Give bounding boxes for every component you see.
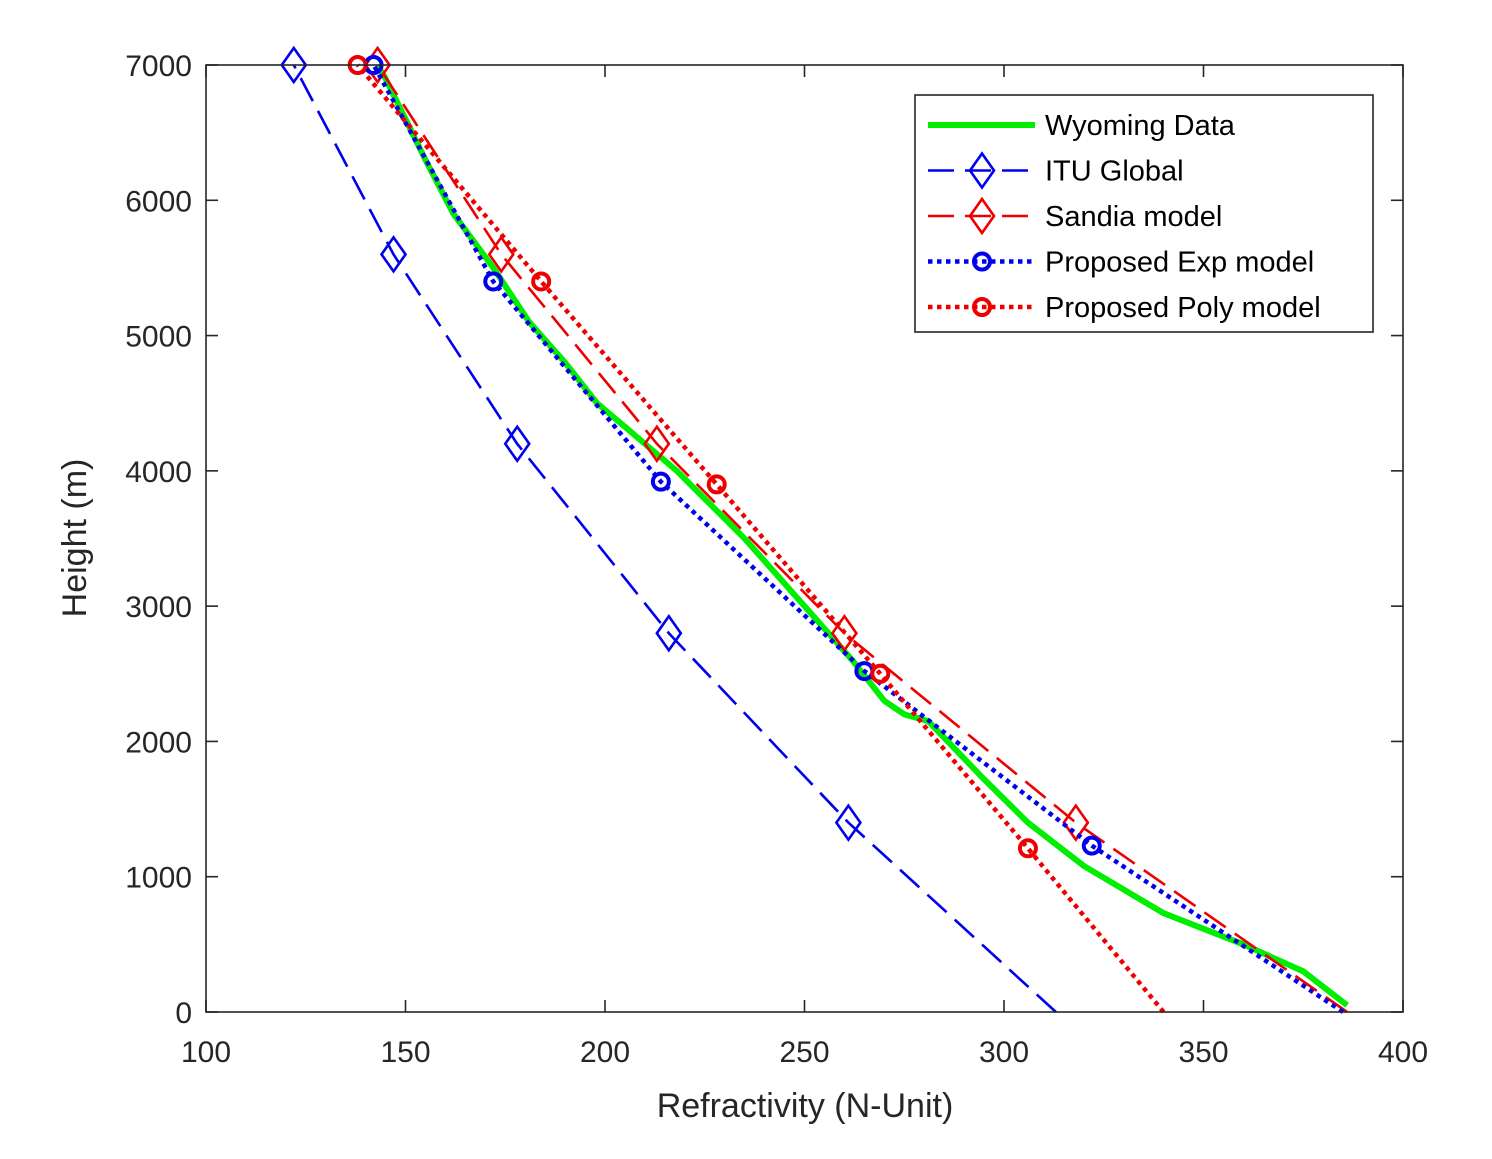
y-tick-label: 3000: [125, 591, 192, 624]
y-tick-label: 0: [175, 997, 192, 1030]
series-line-2: [292, 64, 1057, 1013]
x-tick-label: 200: [580, 1036, 630, 1069]
series-4-marker: [650, 471, 671, 492]
series-2-marker: [379, 235, 408, 274]
x-tick-label: 150: [380, 1036, 430, 1069]
x-axis-title: Refractivity (N-Unit): [657, 1087, 954, 1125]
y-tick-label: 2000: [125, 726, 192, 759]
x-tick-label: 100: [181, 1036, 231, 1069]
series-5-marker: [870, 663, 891, 684]
y-tick-label: 6000: [125, 185, 192, 218]
y-tick-label: 7000: [125, 50, 192, 83]
legend-marker-2: [968, 151, 996, 190]
series-3-marker: [1062, 803, 1090, 842]
legend-marker-3: [968, 196, 996, 236]
x-tick-label: 350: [1178, 1036, 1228, 1069]
y-tick-label: 1000: [125, 862, 192, 895]
y-axis-title: Height (m): [56, 459, 94, 618]
series-3-marker: [643, 424, 671, 464]
series-line-3: [376, 64, 1348, 1014]
x-tick-label: 400: [1378, 1036, 1428, 1069]
axes: 100 150 200 250 300 350 4000100020003000400050…: [125, 50, 1428, 1069]
legend-marker-4: [972, 251, 992, 272]
series-4-marker: [483, 271, 504, 292]
x-tick-label: 250: [779, 1036, 829, 1069]
series-5-marker: [706, 474, 727, 495]
series-3-marker: [487, 235, 515, 274]
series-5-marker: [531, 271, 552, 292]
legend-label-4: Proposed Exp model: [1045, 247, 1314, 279]
y-tick-label: 5000: [125, 321, 192, 354]
series-2-marker: [280, 45, 308, 85]
series-4-marker: [1081, 835, 1102, 856]
legend-label-1: Wyoming Data: [1045, 110, 1236, 142]
series-2-marker: [834, 803, 862, 842]
plot-area: [280, 45, 1349, 1014]
series-2-marker: [655, 613, 683, 653]
legend-marker-5: [972, 297, 992, 317]
legend-label-2: ITU Global: [1045, 156, 1184, 188]
series-2-marker: [503, 424, 531, 464]
legend-label-5: Proposed Poly model: [1045, 292, 1321, 324]
legend-label-3: Sandia model: [1045, 201, 1222, 233]
series-3-marker: [830, 613, 858, 653]
series-5-marker: [1017, 838, 1038, 859]
legend: Wyoming Data ITU Global Sandia model Propos…: [914, 94, 1374, 333]
x-tick-label: 300: [979, 1036, 1029, 1069]
y-tick-label: 4000: [125, 456, 192, 489]
